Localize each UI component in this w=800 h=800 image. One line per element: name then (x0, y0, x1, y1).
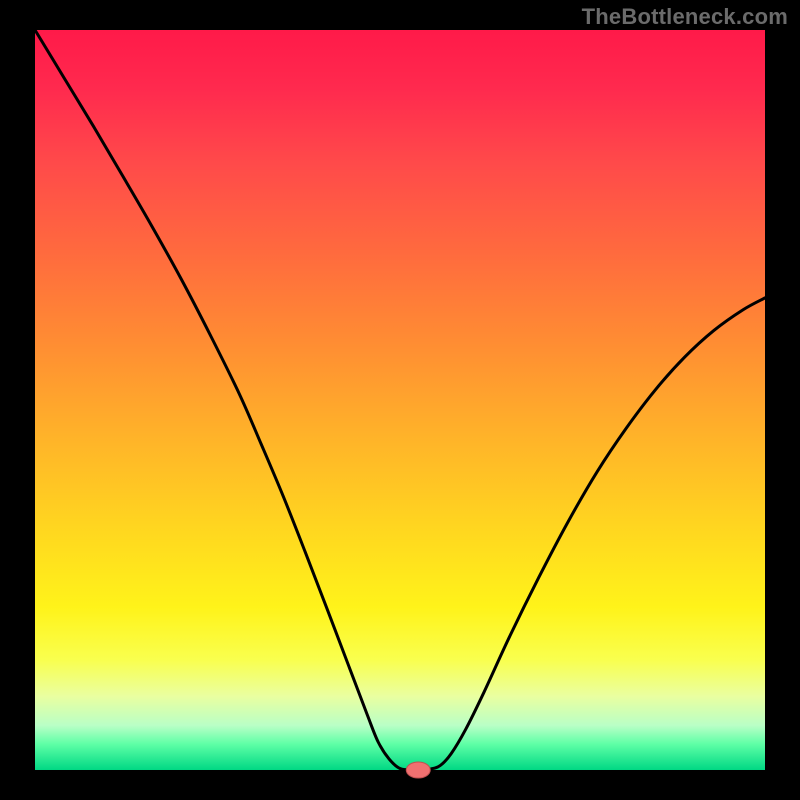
bottleneck-chart (0, 0, 800, 800)
chart-gradient-bg (35, 30, 765, 770)
chart-container: TheBottleneck.com (0, 0, 800, 800)
optimal-point-marker (406, 762, 430, 778)
attribution-text: TheBottleneck.com (582, 4, 788, 30)
